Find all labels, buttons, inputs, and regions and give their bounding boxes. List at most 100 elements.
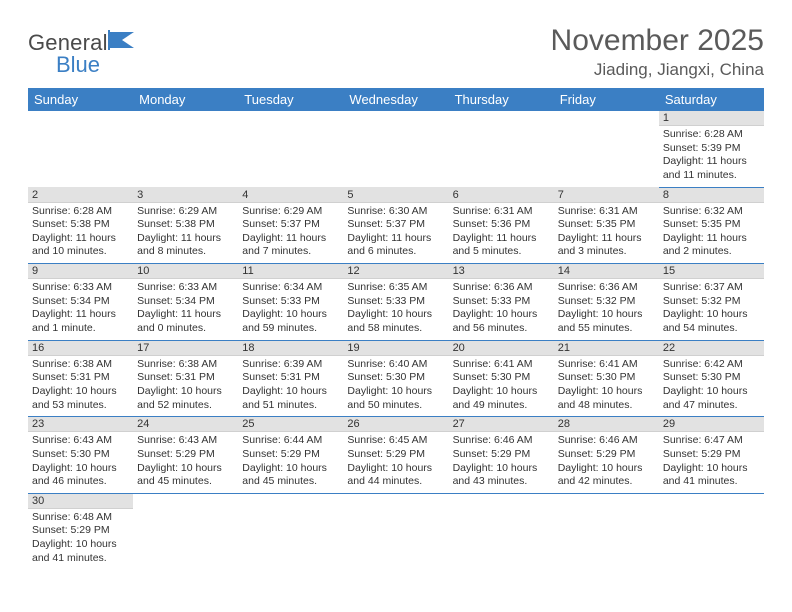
day-number: 13 <box>449 264 554 279</box>
day-number <box>238 494 343 508</box>
sunrise-text: Sunrise: 6:44 AM <box>242 434 339 448</box>
day-number <box>449 111 554 125</box>
day-number: 19 <box>343 341 448 356</box>
calendar-weekday-header: Sunday Monday Tuesday Wednesday Thursday… <box>28 88 764 111</box>
calendar-day-cell <box>343 111 448 187</box>
day-number: 16 <box>28 341 133 356</box>
sunset-text: Sunset: 5:30 PM <box>347 371 444 385</box>
calendar-day-cell: 12Sunrise: 6:35 AMSunset: 5:33 PMDayligh… <box>343 264 448 341</box>
calendar-day-cell: 27Sunrise: 6:46 AMSunset: 5:29 PMDayligh… <box>449 417 554 494</box>
calendar-day-cell: 28Sunrise: 6:46 AMSunset: 5:29 PMDayligh… <box>554 417 659 494</box>
day-number <box>28 111 133 125</box>
logo: General Blue <box>28 30 140 78</box>
day-number: 6 <box>449 188 554 203</box>
daylight-text: Daylight: 10 hours and 47 minutes. <box>663 385 760 412</box>
calendar-day-cell: 7Sunrise: 6:31 AMSunset: 5:35 PMDaylight… <box>554 187 659 264</box>
calendar-day-cell: 24Sunrise: 6:43 AMSunset: 5:29 PMDayligh… <box>133 417 238 494</box>
day-details: Sunrise: 6:36 AMSunset: 5:32 PMDaylight:… <box>554 279 659 340</box>
day-details: Sunrise: 6:30 AMSunset: 5:37 PMDaylight:… <box>343 203 448 264</box>
daylight-text: Daylight: 10 hours and 54 minutes. <box>663 308 760 335</box>
page-header: General Blue November 2025 Jiading, Jian… <box>28 24 764 80</box>
day-number: 24 <box>133 417 238 432</box>
day-details: Sunrise: 6:35 AMSunset: 5:33 PMDaylight:… <box>343 279 448 340</box>
daylight-text: Daylight: 10 hours and 52 minutes. <box>137 385 234 412</box>
calendar-body: 1Sunrise: 6:28 AMSunset: 5:39 PMDaylight… <box>28 111 764 569</box>
day-details <box>238 508 343 566</box>
sunset-text: Sunset: 5:29 PM <box>558 448 655 462</box>
day-details: Sunrise: 6:31 AMSunset: 5:35 PMDaylight:… <box>554 203 659 264</box>
calendar-day-cell <box>343 493 448 569</box>
day-number: 18 <box>238 341 343 356</box>
sunrise-text: Sunrise: 6:42 AM <box>663 358 760 372</box>
day-number <box>554 494 659 508</box>
daylight-text: Daylight: 10 hours and 45 minutes. <box>242 462 339 489</box>
calendar-day-cell: 19Sunrise: 6:40 AMSunset: 5:30 PMDayligh… <box>343 340 448 417</box>
sunset-text: Sunset: 5:29 PM <box>137 448 234 462</box>
sunrise-text: Sunrise: 6:30 AM <box>347 205 444 219</box>
calendar-day-cell: 5Sunrise: 6:30 AMSunset: 5:37 PMDaylight… <box>343 187 448 264</box>
daylight-text: Daylight: 10 hours and 46 minutes. <box>32 462 129 489</box>
sunrise-text: Sunrise: 6:29 AM <box>242 205 339 219</box>
calendar-day-cell: 29Sunrise: 6:47 AMSunset: 5:29 PMDayligh… <box>659 417 764 494</box>
daylight-text: Daylight: 10 hours and 50 minutes. <box>347 385 444 412</box>
sunset-text: Sunset: 5:37 PM <box>347 218 444 232</box>
sunrise-text: Sunrise: 6:39 AM <box>242 358 339 372</box>
calendar-week-row: 30Sunrise: 6:48 AMSunset: 5:29 PMDayligh… <box>28 493 764 569</box>
day-details: Sunrise: 6:48 AMSunset: 5:29 PMDaylight:… <box>28 509 133 570</box>
weekday-header: Tuesday <box>238 88 343 111</box>
day-details: Sunrise: 6:46 AMSunset: 5:29 PMDaylight:… <box>449 432 554 493</box>
calendar-day-cell: 10Sunrise: 6:33 AMSunset: 5:34 PMDayligh… <box>133 264 238 341</box>
daylight-text: Daylight: 10 hours and 58 minutes. <box>347 308 444 335</box>
calendar-day-cell: 13Sunrise: 6:36 AMSunset: 5:33 PMDayligh… <box>449 264 554 341</box>
sunrise-text: Sunrise: 6:32 AM <box>663 205 760 219</box>
day-details <box>133 125 238 183</box>
month-title: November 2025 <box>551 24 764 58</box>
sunset-text: Sunset: 5:30 PM <box>32 448 129 462</box>
sunrise-text: Sunrise: 6:41 AM <box>558 358 655 372</box>
daylight-text: Daylight: 10 hours and 41 minutes. <box>32 538 129 565</box>
calendar-day-cell: 30Sunrise: 6:48 AMSunset: 5:29 PMDayligh… <box>28 493 133 569</box>
daylight-text: Daylight: 11 hours and 3 minutes. <box>558 232 655 259</box>
sunset-text: Sunset: 5:39 PM <box>663 142 760 156</box>
day-details: Sunrise: 6:38 AMSunset: 5:31 PMDaylight:… <box>133 356 238 417</box>
day-number: 17 <box>133 341 238 356</box>
weekday-header: Friday <box>554 88 659 111</box>
day-details <box>343 508 448 566</box>
sunset-text: Sunset: 5:29 PM <box>32 524 129 538</box>
day-number: 2 <box>28 188 133 203</box>
day-number: 11 <box>238 264 343 279</box>
day-details: Sunrise: 6:42 AMSunset: 5:30 PMDaylight:… <box>659 356 764 417</box>
calendar-day-cell: 20Sunrise: 6:41 AMSunset: 5:30 PMDayligh… <box>449 340 554 417</box>
calendar-day-cell: 21Sunrise: 6:41 AMSunset: 5:30 PMDayligh… <box>554 340 659 417</box>
sunset-text: Sunset: 5:33 PM <box>242 295 339 309</box>
title-block: November 2025 Jiading, Jiangxi, China <box>551 24 764 80</box>
daylight-text: Daylight: 10 hours and 59 minutes. <box>242 308 339 335</box>
sunrise-text: Sunrise: 6:37 AM <box>663 281 760 295</box>
day-details: Sunrise: 6:40 AMSunset: 5:30 PMDaylight:… <box>343 356 448 417</box>
day-details: Sunrise: 6:47 AMSunset: 5:29 PMDaylight:… <box>659 432 764 493</box>
sunrise-text: Sunrise: 6:33 AM <box>137 281 234 295</box>
day-number: 1 <box>659 111 764 126</box>
sunrise-text: Sunrise: 6:31 AM <box>558 205 655 219</box>
sunset-text: Sunset: 5:32 PM <box>663 295 760 309</box>
sunrise-text: Sunrise: 6:47 AM <box>663 434 760 448</box>
day-details: Sunrise: 6:34 AMSunset: 5:33 PMDaylight:… <box>238 279 343 340</box>
day-details: Sunrise: 6:41 AMSunset: 5:30 PMDaylight:… <box>449 356 554 417</box>
calendar-day-cell: 18Sunrise: 6:39 AMSunset: 5:31 PMDayligh… <box>238 340 343 417</box>
calendar-day-cell <box>554 111 659 187</box>
daylight-text: Daylight: 11 hours and 2 minutes. <box>663 232 760 259</box>
day-number: 9 <box>28 264 133 279</box>
calendar-week-row: 9 Sunrise: 6:33 AM Sunset: 5:34 PM Daylight… <box>28 264 764 341</box>
day-number: 20 <box>449 341 554 356</box>
sunrise-text: Sunrise: 6:31 AM <box>453 205 550 219</box>
sunset-text: Sunset: 5:29 PM <box>663 448 760 462</box>
day-details <box>28 125 133 183</box>
sunrise-text: Sunrise: 6:40 AM <box>347 358 444 372</box>
sunrise-text: Sunrise: 6:38 AM <box>32 358 129 372</box>
calendar-day-cell <box>449 493 554 569</box>
calendar-day-cell <box>659 493 764 569</box>
sunset-text: Sunset: 5:34 PM <box>32 295 129 309</box>
logo-text-blue: Blue <box>56 52 140 78</box>
sunrise-text: Sunrise: 6:46 AM <box>453 434 550 448</box>
day-details: Sunrise: 6:29 AMSunset: 5:38 PMDaylight:… <box>133 203 238 264</box>
